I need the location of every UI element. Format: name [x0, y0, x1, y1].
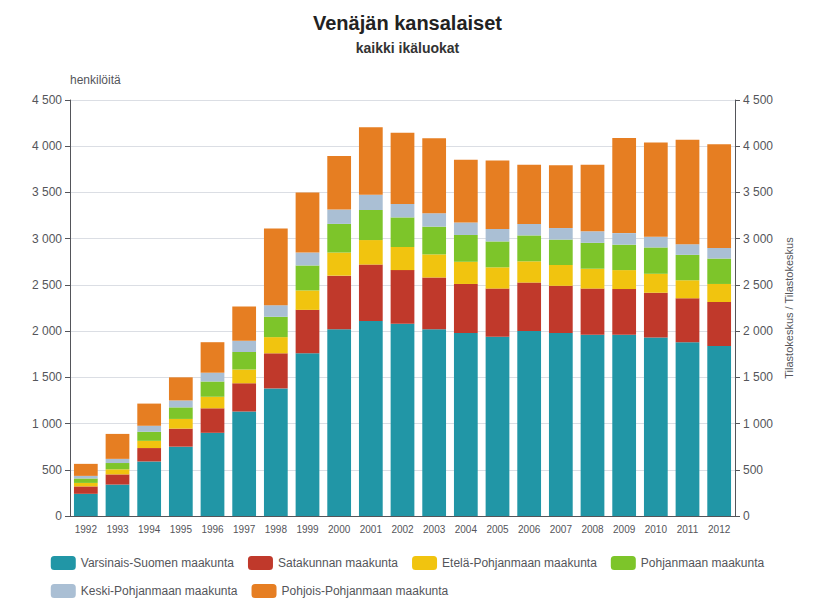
svg-text:1 000: 1 000: [32, 417, 62, 431]
svg-text:2011: 2011: [677, 524, 699, 535]
svg-text:1994: 1994: [138, 524, 161, 535]
svg-text:Keski-Pohjanmaan maakunta: Keski-Pohjanmaan maakunta: [81, 584, 238, 598]
svg-text:1997: 1997: [233, 524, 256, 535]
svg-text:2007: 2007: [550, 524, 573, 535]
svg-text:2 000: 2 000: [32, 324, 62, 338]
svg-text:2009: 2009: [613, 524, 636, 535]
svg-text:Varsinais-Suomen maakunta: Varsinais-Suomen maakunta: [81, 556, 235, 570]
svg-text:2005: 2005: [486, 524, 509, 535]
svg-text:500: 500: [743, 463, 763, 477]
svg-text:2000: 2000: [328, 524, 351, 535]
svg-text:kaikki ikäluokat: kaikki ikäluokat: [356, 40, 460, 56]
svg-text:1995: 1995: [170, 524, 193, 535]
svg-text:2006: 2006: [518, 524, 541, 535]
svg-text:Satakunnan maakunta: Satakunnan maakunta: [278, 556, 398, 570]
svg-text:2001: 2001: [360, 524, 383, 535]
svg-text:2008: 2008: [581, 524, 604, 535]
svg-text:Pohjanmaan maakunta: Pohjanmaan maakunta: [641, 556, 765, 570]
svg-text:0: 0: [55, 509, 62, 523]
svg-text:2002: 2002: [391, 524, 414, 535]
svg-text:4 000: 4 000: [743, 139, 773, 153]
svg-text:henkilöitä: henkilöitä: [70, 73, 121, 87]
svg-text:2 500: 2 500: [32, 278, 62, 292]
svg-text:2012: 2012: [708, 524, 731, 535]
svg-text:1 500: 1 500: [743, 370, 773, 384]
svg-text:1992: 1992: [75, 524, 98, 535]
svg-text:2 500: 2 500: [743, 278, 773, 292]
svg-text:3 500: 3 500: [743, 185, 773, 199]
svg-text:4 000: 4 000: [32, 139, 62, 153]
svg-text:2004: 2004: [455, 524, 478, 535]
svg-text:2010: 2010: [645, 524, 668, 535]
svg-text:2 000: 2 000: [743, 324, 773, 338]
svg-text:1998: 1998: [265, 524, 288, 535]
svg-text:Venäjän kansalaiset: Venäjän kansalaiset: [313, 12, 502, 34]
svg-text:1999: 1999: [296, 524, 319, 535]
svg-text:1 000: 1 000: [743, 417, 773, 431]
svg-text:2003: 2003: [423, 524, 446, 535]
svg-text:3 000: 3 000: [743, 232, 773, 246]
svg-text:500: 500: [42, 463, 62, 477]
svg-text:Pohjois-Pohjanmaan maakunta: Pohjois-Pohjanmaan maakunta: [282, 584, 449, 598]
svg-text:4 500: 4 500: [743, 93, 773, 107]
svg-text:0: 0: [743, 509, 750, 523]
svg-text:3 500: 3 500: [32, 185, 62, 199]
svg-text:1996: 1996: [201, 524, 224, 535]
svg-text:4 500: 4 500: [32, 93, 62, 107]
svg-text:1993: 1993: [106, 524, 129, 535]
svg-text:3 000: 3 000: [32, 232, 62, 246]
svg-text:Tilastokeskus / Tilastokeskus: Tilastokeskus / Tilastokeskus: [783, 237, 795, 379]
svg-text:1 500: 1 500: [32, 370, 62, 384]
svg-text:Etelä-Pohjanmaan maakunta: Etelä-Pohjanmaan maakunta: [442, 556, 597, 570]
